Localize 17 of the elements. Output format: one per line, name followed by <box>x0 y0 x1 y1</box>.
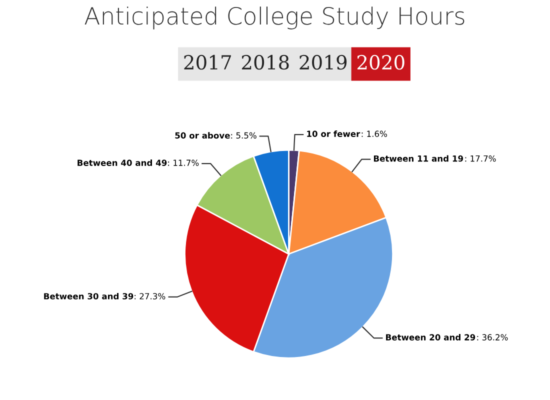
data-label: : 27.3% <box>134 293 166 300</box>
chart-title: Anticipated College Study Hours <box>84 6 464 30</box>
text: 2017 <box>184 54 231 70</box>
data-label: : 36.2% <box>477 334 508 340</box>
slice-label: Between 20 and 29 <box>386 334 476 340</box>
slice-label: 10 or fewer <box>307 130 360 137</box>
text: 2020 <box>357 54 404 70</box>
data-label: : 11.7% <box>168 160 199 166</box>
slice-label: Between 11 and 19 <box>374 155 464 162</box>
text: 2019 <box>300 54 347 70</box>
slice-label: Between 30 and 39 <box>44 292 134 300</box>
data-label: : 1.6% <box>362 130 387 137</box>
data-label: : 5.5% <box>231 132 256 139</box>
data-label: : 17.7% <box>465 155 496 162</box>
slice-label: 50 or above <box>175 132 230 139</box>
slice-label: Between 40 and 49 <box>78 160 167 166</box>
text: 2018 <box>242 54 289 70</box>
